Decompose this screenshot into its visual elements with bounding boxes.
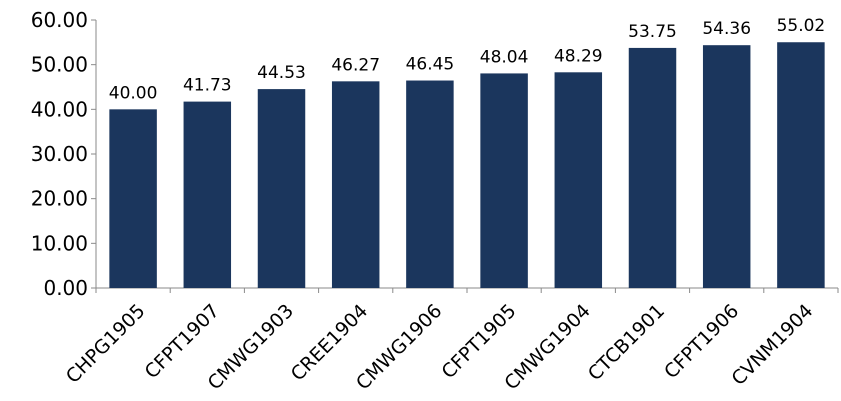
data-label: 48.29 [554, 46, 603, 66]
bar [554, 72, 603, 289]
bar [480, 73, 528, 289]
data-label: 46.45 [406, 55, 455, 75]
category-label: CTCB1901 [584, 300, 669, 385]
bars [109, 42, 825, 289]
bar [331, 81, 380, 288]
data-label: 44.53 [257, 63, 306, 83]
data-label: 54.36 [702, 19, 751, 39]
data-label: 41.73 [183, 76, 232, 96]
bar [183, 101, 232, 288]
data-label: 46.27 [331, 55, 380, 75]
y-tick-label: 40.00 [31, 97, 88, 121]
data-label: 55.02 [777, 16, 826, 36]
bar [702, 45, 751, 288]
bar [628, 47, 677, 288]
data-label: 53.75 [628, 22, 677, 42]
bar [406, 80, 454, 288]
category-labels: CHPG1905CFPT1907CMWG1903CREE1904CMWG1906… [62, 300, 818, 394]
bar [109, 109, 157, 288]
x-axis [95, 287, 839, 293]
y-tick-label: 20.00 [31, 187, 88, 211]
data-labels: 40.00 41.73 44.53 46.27 46.45 48.04 48.29 53.75… [109, 16, 825, 103]
bar [257, 89, 306, 288]
y-tick-label: 0.00 [43, 276, 88, 300]
y-axis: 0.00 10.00 20.00 30.00 40.00 50.00 60.00 [31, 8, 97, 300]
y-tick-label: 30.00 [31, 142, 88, 166]
data-label: 48.04 [480, 47, 529, 67]
y-tick-label: 50.00 [31, 53, 88, 77]
y-tick-label: 10.00 [31, 231, 88, 255]
data-label: 40.00 [109, 83, 158, 103]
bar [777, 42, 825, 288]
category-label: CHPG1905 [62, 300, 150, 388]
y-tick-label: 60.00 [31, 8, 88, 32]
